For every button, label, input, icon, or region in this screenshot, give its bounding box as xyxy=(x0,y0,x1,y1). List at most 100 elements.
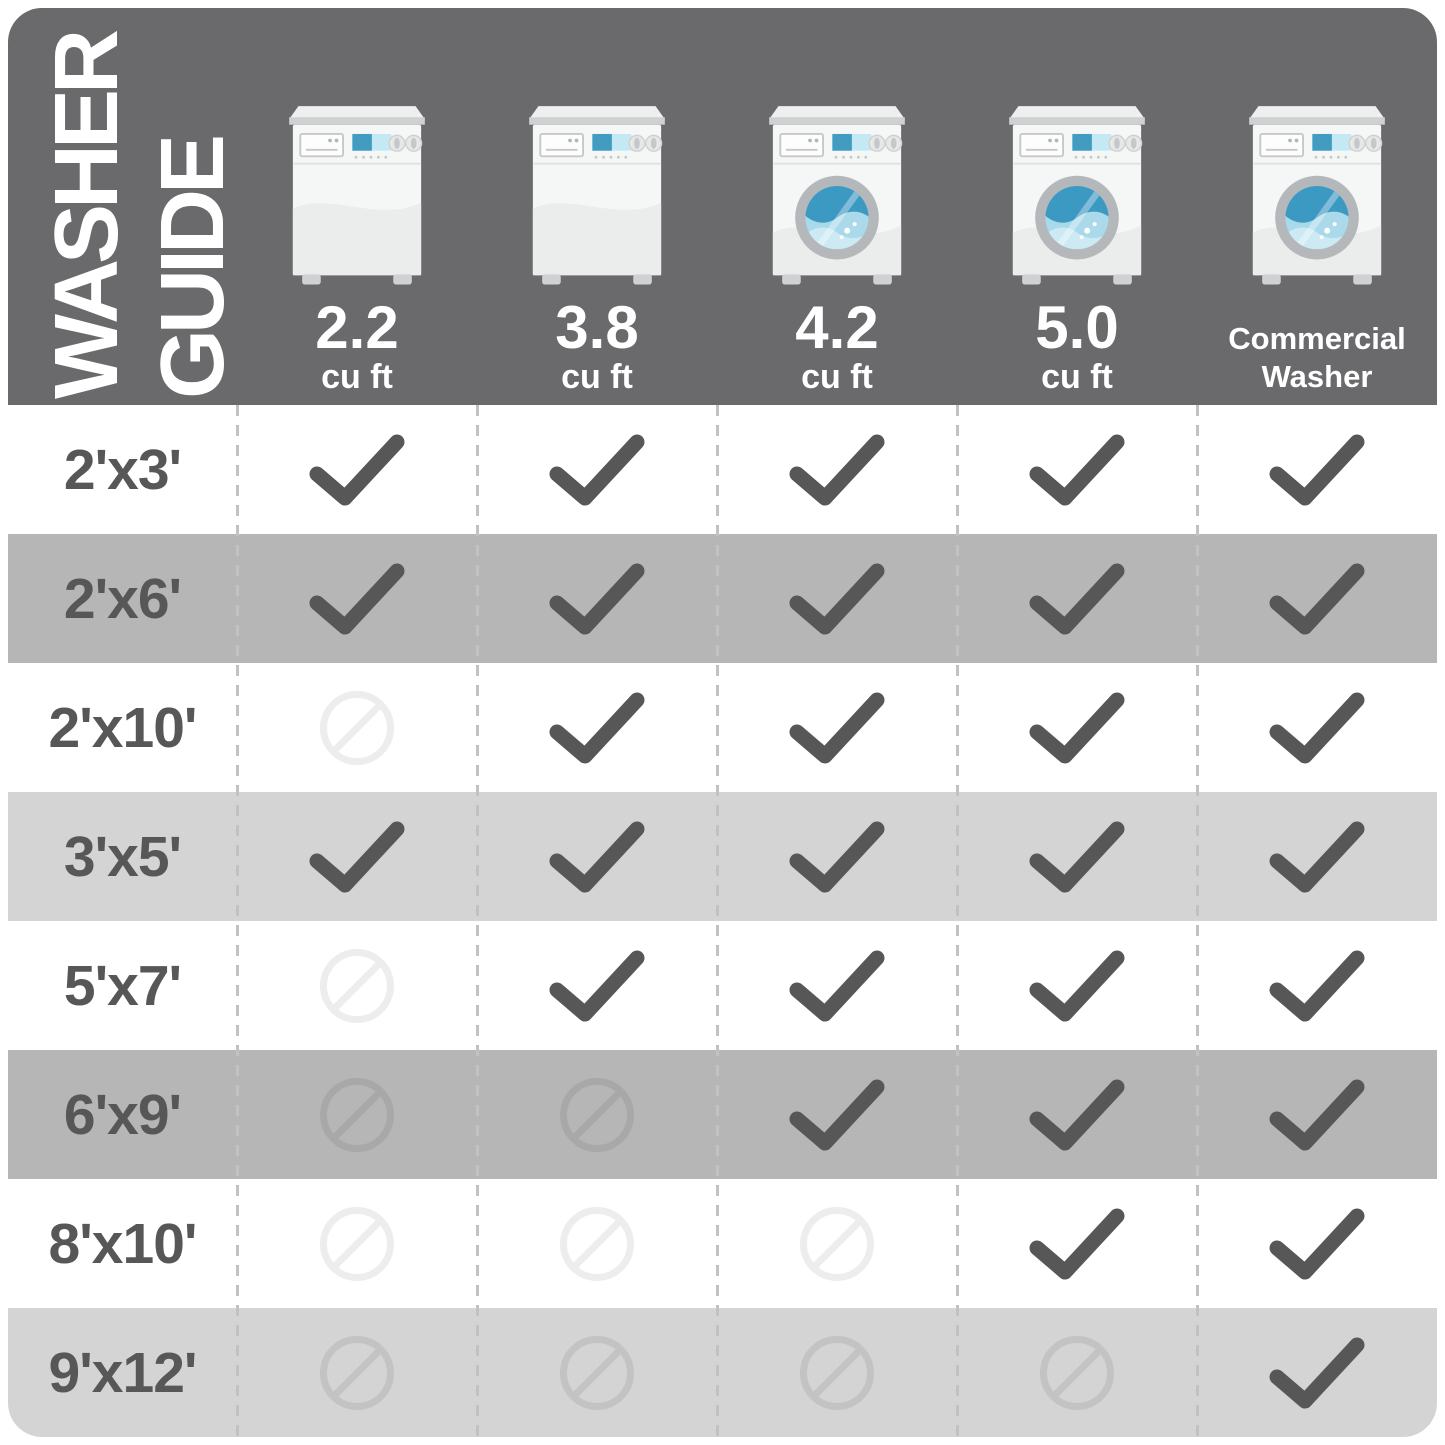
table-row: 5'x7' xyxy=(8,921,1437,1050)
check-icon xyxy=(1269,434,1365,505)
column-label: 2.2 cu ft xyxy=(315,293,398,397)
matrix-cell-col4 xyxy=(957,1202,1197,1286)
matrix-cell-col1 xyxy=(237,1329,477,1417)
table-row: 8'x10' xyxy=(8,1179,1437,1308)
table-row: 9'x12' xyxy=(8,1308,1437,1437)
matrix-cell-col3 xyxy=(717,944,957,1028)
matrix-cell-col3 xyxy=(717,815,957,899)
check-icon xyxy=(1029,1079,1125,1150)
not-suitable-icon xyxy=(320,1335,394,1410)
not-suitable-icon xyxy=(800,1335,874,1410)
matrix-cell-col1 xyxy=(237,1071,477,1159)
check-icon xyxy=(789,821,885,892)
capacity-unit: cu ft xyxy=(1041,357,1113,396)
matrix-cell-col1 xyxy=(237,1200,477,1288)
matrix-cell-col5 xyxy=(1197,944,1437,1028)
rug-size-label: 3'x5' xyxy=(63,824,182,889)
capacity-value: 3.8 xyxy=(555,293,639,361)
top-load-washer-illustration xyxy=(529,106,665,285)
not-suitable-icon xyxy=(320,690,394,765)
rug-size-label: 8'x10' xyxy=(48,1211,198,1276)
front-load-washer-illustration xyxy=(1249,106,1385,285)
page-title: WASHER GUIDE xyxy=(34,8,269,405)
front-load-washer-illustration xyxy=(1009,106,1145,285)
matrix-cell-col5 xyxy=(1197,1073,1437,1157)
check-icon xyxy=(1029,821,1125,892)
matrix-cell-col5 xyxy=(1197,1331,1437,1415)
top-load-washer-illustration xyxy=(289,106,425,285)
matrix-cell-col2 xyxy=(477,944,717,1028)
check-icon xyxy=(1269,692,1365,763)
front-load-washer-icon xyxy=(998,88,1156,293)
top-load-washer-icon xyxy=(518,88,676,293)
matrix-cell-col2 xyxy=(477,428,717,512)
matrix-cell-col5 xyxy=(1197,557,1437,641)
column-header-5: Commercial Washer xyxy=(1197,8,1437,405)
rug-size-label: 2'x6' xyxy=(63,566,182,631)
column-header-1: 2.2 cu ft xyxy=(237,8,477,405)
top-load-washer-icon xyxy=(278,88,436,293)
matrix-cell-col5 xyxy=(1197,686,1437,770)
washer-guide-card: WASHER GUIDE 2.2 cu ft xyxy=(8,8,1437,1437)
matrix-cell-col2 xyxy=(477,557,717,641)
not-suitable-icon xyxy=(560,1206,634,1281)
capacity-value: 5.0 xyxy=(1035,293,1119,361)
matrix-cell-col2 xyxy=(477,1200,717,1288)
column-label: 5.0 cu ft xyxy=(1035,293,1118,397)
column-header-4: 5.0 cu ft xyxy=(957,8,1197,405)
matrix-cell-col2 xyxy=(477,815,717,899)
matrix-cell-col1 xyxy=(237,684,477,772)
page-title-text: WASHER GUIDE xyxy=(34,14,246,399)
check-icon xyxy=(1269,950,1365,1021)
table-row: 2'x3' xyxy=(8,405,1437,534)
check-icon xyxy=(549,950,645,1021)
matrix-cell-col3 xyxy=(717,686,957,770)
rug-size-label: 6'x9' xyxy=(63,1082,182,1147)
not-suitable-icon xyxy=(320,1206,394,1281)
check-icon xyxy=(789,563,885,634)
matrix-cell-col4 xyxy=(957,944,1197,1028)
not-suitable-icon xyxy=(560,1335,634,1410)
header-band: WASHER GUIDE 2.2 cu ft xyxy=(8,8,1437,405)
matrix-cell-col4 xyxy=(957,557,1197,641)
matrix-cell-col3 xyxy=(717,1073,957,1157)
check-icon xyxy=(309,563,405,634)
rug-size-label: 9'x12' xyxy=(48,1340,198,1405)
check-icon xyxy=(1029,563,1125,634)
table-row: 2'x6' xyxy=(8,534,1437,663)
check-icon xyxy=(1029,1208,1125,1279)
table-row: 6'x9' xyxy=(8,1050,1437,1179)
matrix-cell-col2 xyxy=(477,1071,717,1159)
matrix-cell-col3 xyxy=(717,1329,957,1417)
check-icon xyxy=(1029,434,1125,505)
matrix-cell-col4 xyxy=(957,1329,1197,1417)
check-icon xyxy=(309,821,405,892)
column-header-2: 3.8 cu ft xyxy=(477,8,717,405)
matrix-cell-col1 xyxy=(237,942,477,1030)
check-icon xyxy=(789,950,885,1021)
check-icon xyxy=(549,692,645,763)
check-icon xyxy=(1269,1208,1365,1279)
matrix-cell-col1 xyxy=(237,815,477,899)
matrix-cell-col5 xyxy=(1197,815,1437,899)
matrix-cell-col4 xyxy=(957,815,1197,899)
check-icon xyxy=(549,563,645,634)
column-label: 4.2 cu ft xyxy=(795,293,878,397)
not-suitable-icon xyxy=(1040,1335,1114,1410)
title-line-2: GUIDE xyxy=(143,138,244,399)
front-load-washer-icon xyxy=(1238,88,1396,293)
table-row: 3'x5' xyxy=(8,792,1437,921)
matrix-cell-col4 xyxy=(957,686,1197,770)
check-icon xyxy=(1029,692,1125,763)
capacity-unit: cu ft xyxy=(801,357,873,396)
check-icon xyxy=(309,434,405,505)
capacity-value: 4.2 xyxy=(795,293,879,361)
capacity-unit: cu ft xyxy=(321,357,393,396)
rug-size-label: 2'x3' xyxy=(63,437,182,502)
compatibility-table: 2'x3' 2'x6' 2'x10' xyxy=(8,405,1437,1437)
matrix-cell-col4 xyxy=(957,428,1197,512)
matrix-cell-col1 xyxy=(237,557,477,641)
matrix-cell-col3 xyxy=(717,557,957,641)
rug-size-label: 5'x7' xyxy=(63,953,182,1018)
table-row: 2'x10' xyxy=(8,663,1437,792)
